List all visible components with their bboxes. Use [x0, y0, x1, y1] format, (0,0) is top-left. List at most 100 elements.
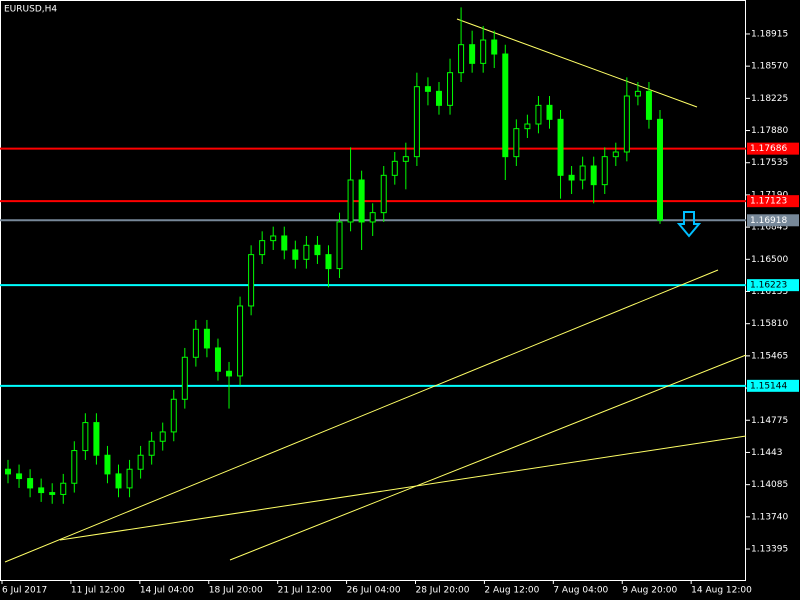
candle-body — [336, 221, 343, 270]
y-tick-label: 1.16155 — [751, 287, 788, 297]
y-tick-label: 1.15465 — [751, 351, 788, 361]
axes: 1.18915 1.18570 1.18225 1.17880 1.17535 1.171… — [1, 29, 799, 596]
candle-body — [634, 90, 641, 97]
candle-body — [5, 468, 11, 475]
candle-body — [49, 492, 56, 495]
candle-body — [214, 347, 221, 372]
time-strip — [2, 563, 745, 579]
trend-line — [456, 18, 698, 108]
candle-body — [270, 235, 277, 242]
x-tick-label: 14 Aug 12:00 — [691, 586, 752, 596]
candle-body — [524, 123, 531, 130]
y-tick-label: 1.13395 — [751, 545, 788, 555]
y-tick-label: 1.18570 — [751, 62, 788, 72]
y-tick-label: 1.15810 — [751, 319, 788, 329]
candle-body — [590, 165, 597, 186]
candle-body — [325, 254, 332, 270]
candle-body — [60, 482, 67, 495]
x-tick-label: 6 Jul 2017 — [2, 586, 47, 596]
sell-arrow — [676, 211, 702, 238]
candle-body — [137, 454, 144, 470]
y-tick-label: 1.18225 — [751, 94, 788, 104]
x-tick-label: 11 Jul 12:00 — [71, 586, 125, 596]
candle-body — [369, 212, 376, 223]
candle-body — [303, 244, 310, 260]
candle-body — [402, 156, 409, 162]
candle-body — [192, 328, 199, 358]
price-level-label: 1.15144 — [750, 381, 787, 391]
candle-body — [292, 249, 299, 260]
trend-line — [4, 269, 719, 563]
candle-body — [181, 356, 188, 400]
candle-body — [657, 118, 663, 221]
candle-body — [82, 422, 89, 452]
candle-body — [347, 179, 354, 223]
candles — [5, 7, 663, 504]
candle-body — [645, 90, 652, 120]
candle-body — [170, 398, 177, 433]
candle-body — [126, 468, 133, 489]
y-tick-label: 1.17880 — [751, 126, 788, 136]
y-tick-label: 1.17535 — [751, 158, 788, 168]
candle-body — [71, 450, 78, 484]
price-level-label: 1.16918 — [750, 216, 787, 226]
trend-lines — [4, 18, 747, 563]
candle-body — [358, 179, 365, 223]
candle-body — [435, 90, 442, 106]
x-tick-label: 28 Jul 20:00 — [415, 586, 469, 596]
candle-body — [491, 39, 498, 55]
candle-body — [226, 370, 233, 377]
x-tick-label: 2 Aug 12:00 — [484, 586, 539, 596]
candle-body — [203, 328, 210, 349]
candle-body — [579, 165, 586, 181]
x-tick-label: 14 Jul 04:00 — [140, 586, 194, 596]
candle-body — [38, 487, 45, 494]
candle-body — [502, 53, 509, 158]
y-tick-label: 1.16845 — [751, 223, 788, 233]
price-level-label: 1.16223 — [750, 281, 787, 291]
candle-body — [623, 95, 630, 153]
candle-body — [148, 440, 155, 456]
y-tick-label: 1.1443 — [751, 448, 783, 458]
candle-body — [469, 44, 476, 64]
candle-body — [391, 160, 398, 176]
candle-body — [259, 240, 266, 256]
candle-body — [546, 104, 553, 120]
plot-frame — [0, 0, 746, 581]
trend-line — [229, 354, 747, 561]
candle-body — [314, 244, 321, 256]
x-tick-label: 21 Jul 12:00 — [278, 586, 332, 596]
candle-body — [612, 151, 619, 158]
y-tick-label: 1.14085 — [751, 480, 788, 490]
candle-body — [535, 104, 542, 125]
y-tick-label: 1.18915 — [751, 29, 788, 39]
candle-body — [601, 156, 608, 186]
y-tick-label: 1.13740 — [751, 512, 788, 522]
y-tick-label: 1.14775 — [751, 416, 788, 426]
candle-body — [557, 118, 564, 176]
candle-body — [447, 72, 454, 106]
candle-body — [248, 254, 255, 307]
price-level-label: 1.17123 — [750, 197, 787, 207]
chart-title: EURUSD,H4 — [4, 5, 57, 15]
candle-body — [424, 86, 431, 92]
candle-body — [413, 86, 420, 158]
candle-body — [115, 473, 122, 489]
price-level-tag — [747, 214, 799, 227]
price-level-tag — [747, 279, 799, 292]
trend-line — [59, 435, 747, 541]
price-level-tag — [747, 379, 799, 392]
price-level-tag — [747, 142, 799, 155]
candle-body — [513, 128, 520, 158]
candle-body — [104, 454, 111, 475]
price-level-tag — [747, 195, 799, 208]
x-tick-label: 9 Aug 20:00 — [622, 586, 677, 596]
candle-body — [16, 473, 23, 480]
candle-body — [281, 235, 288, 251]
y-tick-label: 1.16500 — [751, 255, 788, 265]
candle-body — [568, 174, 575, 181]
levels — [0, 147, 746, 387]
x-tick-label: 26 Jul 04:00 — [347, 586, 401, 596]
